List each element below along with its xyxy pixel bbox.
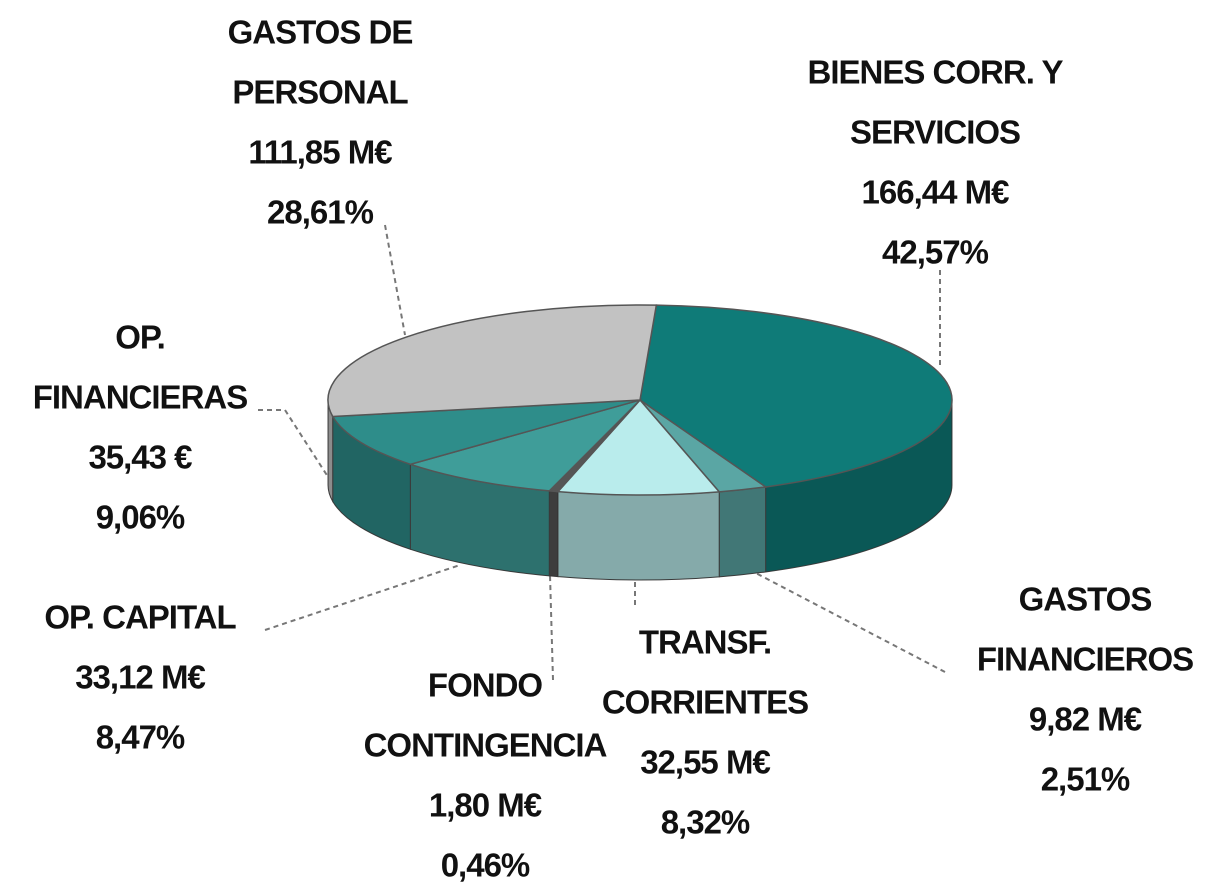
slice-label: GASTOS DE [228, 14, 413, 51]
slice-side-shade [549, 490, 558, 577]
amount-label: 9,82 M€ [1029, 701, 1142, 738]
slice [639, 304, 953, 488]
slice-side-shade [328, 400, 333, 502]
slice-side-shade [410, 464, 550, 576]
leader-lines [258, 224, 946, 681]
percent-label: 8,47% [96, 719, 185, 756]
slice-label: OP. [115, 319, 165, 356]
slice-label: TRANSF. [639, 624, 771, 661]
slice-label: OP. CAPITAL [44, 599, 236, 636]
slice [407, 398, 643, 492]
slice-label: SERVICIOS [850, 114, 1020, 151]
slice-label: GASTOS [1019, 581, 1152, 618]
slice-side-shade [557, 491, 720, 580]
percent-label: 8,32% [661, 804, 750, 841]
amount-label: 1,80 M€ [429, 787, 542, 824]
slice-label: FINANCIEROS [977, 641, 1193, 678]
slice-label: FONDO [428, 667, 542, 704]
percent-label: 9,06% [96, 499, 185, 536]
percent-label: 42,57% [882, 234, 989, 271]
slice-side-shade [332, 416, 411, 550]
slice-label: PERSONAL [232, 74, 408, 111]
amount-label: 111,85 M€ [248, 134, 392, 171]
percent-label: 0,46% [441, 847, 530, 884]
amount-label: 32,55 M€ [640, 744, 770, 781]
leader-line [258, 409, 331, 481]
slice [331, 399, 641, 466]
leader-line [264, 564, 461, 631]
leader-line [384, 224, 406, 336]
slice-side-shade [765, 400, 952, 572]
leader-line [749, 569, 946, 673]
leader-line [549, 574, 554, 681]
amount-label: 33,12 M€ [75, 659, 205, 696]
percent-label: 28,61% [267, 194, 374, 231]
amount-label: 166,44 M€ [862, 174, 1010, 211]
slice-label: BIENES CORR. Y [808, 54, 1064, 91]
amount-label: 35,43 € [88, 439, 192, 476]
slice-label: CONTINGENCIA [364, 727, 607, 764]
slice [556, 398, 721, 496]
slice [327, 304, 658, 418]
slice-label: FINANCIERAS [33, 379, 248, 416]
slice-label: CORRIENTES [602, 684, 808, 721]
slice-side-shade [719, 486, 766, 577]
percent-label: 2,51% [1041, 761, 1130, 798]
